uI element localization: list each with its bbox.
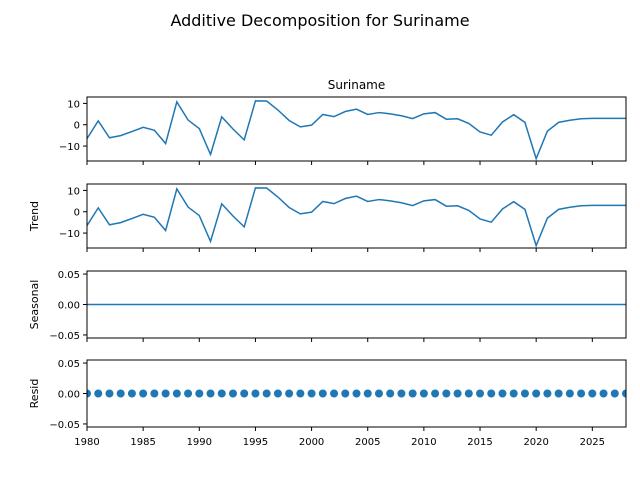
y-tick-label: 0.05 bbox=[58, 359, 80, 370]
resid-point bbox=[464, 389, 473, 398]
resid-point bbox=[386, 389, 395, 398]
resid-point bbox=[330, 389, 339, 398]
x-tick-label: 1985 bbox=[130, 437, 155, 448]
axes-frame-trend bbox=[86, 183, 627, 249]
resid-point bbox=[509, 389, 518, 398]
resid-point bbox=[419, 389, 428, 398]
resid-point bbox=[577, 389, 586, 398]
resid-point bbox=[543, 389, 552, 398]
y-tick-label: −10 bbox=[59, 229, 80, 240]
y-tick-label: 10 bbox=[67, 186, 80, 197]
resid-point bbox=[296, 389, 305, 398]
resid-point bbox=[352, 389, 361, 398]
y-tick-label: 0.00 bbox=[58, 390, 80, 401]
x-tick-label: 1995 bbox=[243, 437, 268, 448]
y-tick-label: 0 bbox=[74, 121, 80, 132]
axes-frame-observed bbox=[86, 96, 627, 162]
resid-point bbox=[127, 389, 136, 398]
resid-point bbox=[172, 389, 181, 398]
resid-point bbox=[87, 389, 91, 398]
y-tick-label: 0.00 bbox=[58, 301, 80, 312]
y-tick-label: −0.05 bbox=[49, 420, 80, 431]
x-tick-label: 2020 bbox=[523, 437, 548, 448]
resid-point bbox=[341, 389, 350, 398]
x-tick-label: 2005 bbox=[355, 437, 380, 448]
y-axis-label: Resid bbox=[28, 379, 41, 409]
x-tick-label: 2010 bbox=[411, 437, 436, 448]
figure-title: Additive Decomposition for Suriname bbox=[170, 11, 469, 30]
resid-point bbox=[374, 389, 383, 398]
panel-observed: 10 0 −10 Suriname bbox=[59, 78, 627, 165]
resid-point bbox=[498, 389, 507, 398]
y-tick-label: 0.05 bbox=[58, 270, 80, 281]
resid-point bbox=[240, 389, 249, 398]
resid-point bbox=[442, 389, 451, 398]
panel-trend: 10 0 −10 Trend bbox=[28, 183, 627, 252]
x-tick-label: 1990 bbox=[187, 437, 212, 448]
x-tick-label: 1980 bbox=[74, 437, 99, 448]
panel-title: Suriname bbox=[328, 78, 386, 92]
resid-point bbox=[476, 389, 485, 398]
y-tick-label: 10 bbox=[67, 99, 80, 110]
resid-point bbox=[217, 389, 226, 398]
resid-point bbox=[532, 389, 541, 398]
y-tick-label: −10 bbox=[59, 142, 80, 153]
plot-area-observed bbox=[87, 100, 626, 161]
resid-point bbox=[184, 389, 193, 398]
series-line-observed bbox=[87, 100, 626, 161]
resid-point bbox=[397, 389, 406, 398]
panel-resid: 0.05 0.00 −0.05 1980 1985 1990 1995 2000 2005 201… bbox=[28, 359, 627, 448]
resid-point bbox=[285, 389, 294, 398]
y-axis-label: Seasonal bbox=[28, 280, 41, 330]
panel-seasonal: 0.05 0.00 −0.05 Seasonal bbox=[28, 270, 627, 342]
resid-point bbox=[520, 389, 529, 398]
panels-group: 10 0 −10 Suriname 10 0 −10 Trend 0.05 0.00 −0.05 Se… bbox=[28, 78, 627, 448]
resid-point bbox=[105, 389, 114, 398]
x-tick-label: 2000 bbox=[299, 437, 324, 448]
y-tick-label: −0.05 bbox=[49, 331, 80, 342]
resid-point bbox=[307, 389, 316, 398]
resid-point bbox=[251, 389, 260, 398]
series-line-trend bbox=[87, 187, 626, 248]
resid-point bbox=[431, 389, 440, 398]
resid-point bbox=[273, 389, 282, 398]
resid-point bbox=[195, 389, 204, 398]
resid-point bbox=[318, 389, 327, 398]
resid-point bbox=[588, 389, 597, 398]
resid-point bbox=[622, 389, 626, 398]
resid-point bbox=[453, 389, 462, 398]
resid-point bbox=[610, 389, 619, 398]
resid-point bbox=[94, 389, 103, 398]
resid-point bbox=[408, 389, 417, 398]
plot-area-resid bbox=[87, 389, 626, 398]
resid-point bbox=[554, 389, 563, 398]
resid-point bbox=[161, 389, 170, 398]
resid-point bbox=[363, 389, 372, 398]
resid-point bbox=[599, 389, 608, 398]
resid-point bbox=[206, 389, 215, 398]
plot-area-trend bbox=[87, 187, 626, 248]
resid-point bbox=[487, 389, 496, 398]
y-axis-label: Trend bbox=[28, 201, 41, 232]
resid-point bbox=[116, 389, 125, 398]
resid-point bbox=[565, 389, 574, 398]
resid-point bbox=[228, 389, 237, 398]
resid-point bbox=[150, 389, 159, 398]
x-tick-label: 2025 bbox=[580, 437, 605, 448]
resid-point bbox=[139, 389, 148, 398]
x-tick-label: 2015 bbox=[467, 437, 492, 448]
y-tick-label: 0 bbox=[74, 208, 80, 219]
resid-point bbox=[262, 389, 271, 398]
